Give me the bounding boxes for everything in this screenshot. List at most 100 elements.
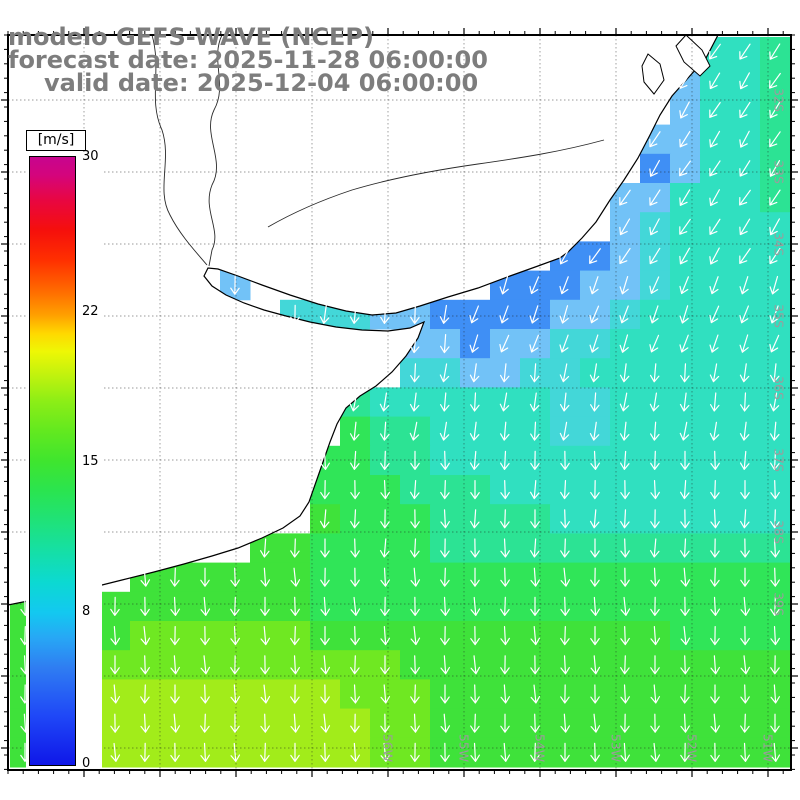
colorbar-unit-label: [m/s]: [26, 130, 86, 151]
wind-arrow: [319, 509, 330, 529]
wind-arrow: [739, 72, 750, 90]
wind-arrow: [680, 538, 690, 558]
wind-arrow: [650, 655, 660, 675]
wind-arrow: [230, 684, 240, 704]
wind-arrow: [649, 276, 660, 295]
wind-arrow: [290, 713, 300, 733]
wind-arrow: [380, 713, 390, 733]
wind-arrow: [499, 392, 510, 412]
wind-arrow: [559, 247, 570, 265]
wind-arrow: [680, 450, 690, 470]
wind-arrow: [710, 742, 720, 762]
wind-arrow: [440, 596, 450, 616]
wind-arrow: [469, 421, 480, 441]
wind-arrow: [529, 480, 540, 500]
wind-arrow: [739, 160, 751, 177]
wind-arrow: [320, 538, 330, 558]
wind-arrow: [410, 450, 420, 470]
wind-arrow: [200, 596, 211, 616]
wind-arrow: [739, 421, 750, 441]
wind-arrow: [650, 509, 660, 529]
wind-arrow: [530, 567, 540, 587]
wind-arrow: [380, 480, 390, 500]
wind-arrow: [619, 421, 630, 441]
wind-arrow: [619, 363, 630, 383]
wind-arrow: [560, 567, 571, 587]
wind-arrow: [770, 480, 780, 500]
wind-arrow: [380, 655, 390, 675]
wind-arrow: [380, 684, 391, 704]
wind-arrow: [409, 334, 420, 354]
wind-arrow: [379, 538, 390, 558]
wind-arrow: [740, 713, 750, 733]
wind-arrow: [440, 684, 450, 704]
wind-arrow: [650, 567, 660, 587]
wind-arrow: [529, 334, 539, 353]
wind-arrow: [680, 596, 690, 616]
wind-arrow: [410, 509, 420, 529]
lon-label: 55W: [457, 734, 472, 762]
wind-arrow: [410, 567, 421, 587]
wind-arrow: [769, 247, 781, 265]
wind-arrow: [649, 305, 659, 324]
lagoon-outline: [675, 34, 711, 77]
wind-arrow: [320, 567, 330, 587]
wind-arrow: [560, 538, 570, 558]
wind-arrow: [769, 101, 781, 119]
wind-arrow: [469, 363, 480, 383]
wind-arrow: [349, 304, 360, 324]
wind-arrow: [230, 655, 240, 675]
wind-speed-cells: [10, 37, 791, 768]
wind-arrow: [649, 247, 661, 265]
wind-arrow: [740, 538, 750, 558]
map-border: [7, 34, 792, 771]
wind-arrow: [410, 304, 420, 324]
wind-arrow: [680, 567, 691, 587]
wind-arrow: [769, 363, 780, 383]
lon-label: 54W: [533, 734, 548, 762]
wind-arrow: [709, 160, 721, 177]
wind-arrow: [739, 218, 751, 236]
wind-arrow: [560, 626, 570, 646]
wind-arrow: [260, 684, 271, 704]
wind-arrow: [409, 392, 420, 412]
wind-arrow: [680, 626, 691, 646]
wind-arrow: [200, 713, 210, 733]
wind-arrow: [200, 742, 210, 762]
wind-arrow: [740, 626, 750, 646]
wind-arrow: [290, 742, 300, 763]
wind-arrow: [680, 655, 690, 675]
wind-arrow: [140, 596, 150, 616]
wind-arrow: [170, 684, 180, 704]
wind-arrow: [650, 480, 660, 500]
wind-arrow: [739, 43, 751, 60]
wind-arrow: [589, 334, 599, 353]
wind-arrow: [410, 713, 420, 733]
wind-arrow: [350, 480, 360, 500]
wind-arrow: [770, 684, 780, 704]
lon-label: 56W: [381, 734, 396, 762]
wind-arrow: [709, 334, 719, 353]
wind-arrow: [619, 275, 629, 295]
wind-arrow: [500, 450, 510, 470]
wind-arrow: [770, 655, 780, 675]
wind-arrow: [290, 655, 300, 675]
wind-arrow: [440, 450, 450, 470]
wind-arrow: [740, 596, 751, 616]
wind-arrow: [530, 509, 540, 529]
wind-arrow: [589, 276, 599, 295]
lon-label: 51W: [761, 734, 776, 762]
wind-arrow: [500, 684, 510, 704]
wind-arrow: [110, 655, 120, 675]
wind-arrow: [230, 742, 241, 762]
wind-arrow: [619, 218, 631, 236]
wind-arrow: [769, 334, 780, 353]
wind-arrow: [710, 509, 720, 529]
wind-arrow: [410, 626, 421, 646]
wind-arrow: [350, 538, 360, 558]
wind-arrow: [769, 160, 781, 177]
wind-arrow: [709, 218, 721, 235]
wind-arrow: [470, 626, 480, 646]
wind-arrow: [500, 509, 510, 529]
wind-arrow: [320, 655, 331, 675]
